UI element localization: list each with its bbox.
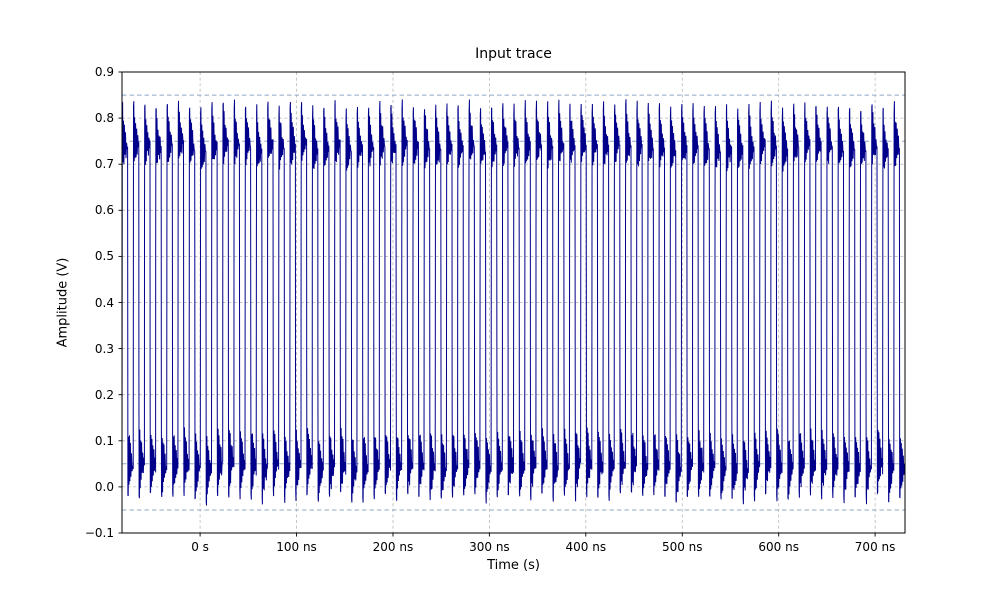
y-tick-label: 0.7 [94,157,114,172]
x-tick-label: 300 ns [469,540,510,554]
x-tick-label: 100 ns [276,540,317,554]
x-tick-label: 200 ns [372,540,414,554]
y-tick-label: 0.3 [94,341,114,356]
plot-border [121,71,906,534]
y-tick-label: 0.8 [94,111,114,126]
y-tick-label: 0.2 [94,387,114,402]
y-tick-label: 0.9 [94,65,114,79]
signal-trace [122,99,905,506]
x-tick-label: 600 ns [758,540,799,554]
chart-title: Input trace [475,46,552,62]
y-tick-label: 0.1 [94,433,114,448]
x-axis-label: Time (s) [487,558,540,573]
y-tick-label: −0.1 [84,526,114,540]
y-tick-label: 0.5 [94,249,114,264]
x-tick-label: 500 ns [661,540,703,554]
y-tick-label: 0.0 [94,479,114,494]
y-tick-label: 0.6 [94,203,114,218]
x-tick-label: 700 ns [854,540,896,554]
x-tick-label: 0 s [191,540,209,554]
x-tick-label: 400 ns [565,540,607,554]
y-tick-label: 0.4 [94,295,114,310]
